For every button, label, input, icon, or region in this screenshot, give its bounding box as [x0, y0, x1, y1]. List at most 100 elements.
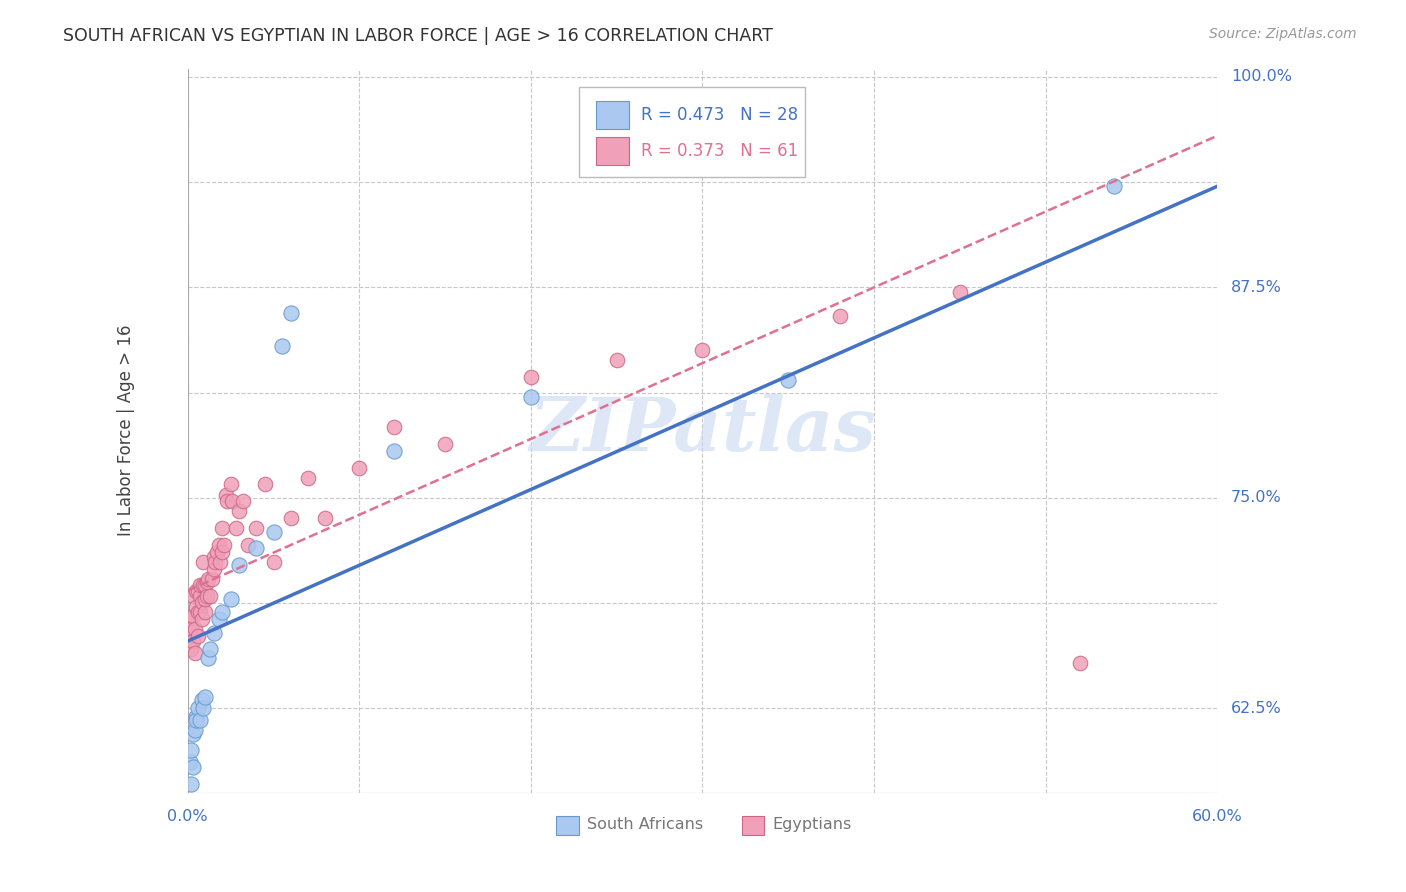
Point — [245, 541, 267, 556]
Point — [253, 477, 276, 491]
Text: ZIPatlas: ZIPatlas — [529, 394, 876, 467]
Point — [204, 555, 226, 569]
Text: South Africans: South Africans — [588, 817, 703, 832]
Point — [214, 487, 236, 501]
Text: In Labor Force | Age > 16: In Labor Force | Age > 16 — [117, 325, 135, 536]
Point — [193, 578, 215, 592]
Text: 60.0%: 60.0% — [1192, 809, 1243, 824]
Point — [382, 443, 405, 458]
Point — [179, 612, 201, 626]
Point — [195, 575, 218, 590]
Point — [194, 690, 217, 704]
Point — [606, 352, 628, 367]
Point — [434, 437, 457, 451]
Point — [186, 600, 208, 615]
Point — [187, 701, 209, 715]
Point — [180, 622, 202, 636]
Point — [236, 538, 259, 552]
Point — [208, 538, 231, 552]
Point — [193, 555, 215, 569]
Point — [202, 549, 225, 564]
Point — [186, 713, 208, 727]
Point — [190, 612, 212, 626]
Point — [1102, 179, 1125, 194]
Point — [187, 629, 209, 643]
Text: Egyptians: Egyptians — [772, 817, 852, 832]
Point — [179, 756, 201, 770]
Point — [190, 693, 212, 707]
Point — [263, 524, 285, 539]
FancyBboxPatch shape — [579, 87, 806, 178]
Point — [219, 477, 242, 491]
FancyBboxPatch shape — [596, 101, 630, 128]
Point — [187, 606, 209, 620]
Point — [195, 589, 218, 603]
Point — [208, 612, 231, 626]
Point — [194, 578, 217, 592]
Point — [211, 606, 233, 620]
Point — [198, 589, 221, 603]
Point — [187, 583, 209, 598]
Point — [183, 622, 205, 636]
Text: 75.0%: 75.0% — [1230, 491, 1281, 506]
FancyBboxPatch shape — [557, 815, 579, 835]
Point — [188, 589, 211, 603]
Text: 100.0%: 100.0% — [1230, 70, 1292, 85]
Text: R = 0.373   N = 61: R = 0.373 N = 61 — [641, 142, 799, 160]
Text: 62.5%: 62.5% — [1230, 701, 1281, 716]
Point — [181, 589, 204, 603]
Point — [778, 373, 800, 387]
Point — [186, 583, 208, 598]
Point — [194, 606, 217, 620]
Point — [692, 343, 714, 357]
Point — [193, 701, 215, 715]
Point — [297, 471, 319, 485]
Text: R = 0.473   N = 28: R = 0.473 N = 28 — [641, 106, 797, 124]
Point — [219, 591, 242, 606]
Point — [1069, 656, 1091, 670]
Point — [280, 306, 302, 320]
Point — [221, 494, 243, 508]
Point — [180, 642, 202, 657]
Point — [245, 521, 267, 535]
Point — [349, 460, 371, 475]
FancyBboxPatch shape — [596, 137, 630, 165]
Point — [180, 743, 202, 757]
Point — [209, 555, 232, 569]
Point — [520, 390, 543, 404]
Point — [183, 646, 205, 660]
Point — [228, 558, 250, 573]
Point — [194, 591, 217, 606]
Point — [212, 538, 235, 552]
Point — [520, 369, 543, 384]
Point — [205, 545, 228, 559]
Point — [949, 285, 972, 300]
Point — [190, 595, 212, 609]
Point — [202, 561, 225, 575]
Point — [217, 494, 239, 508]
Point — [183, 723, 205, 738]
Text: Source: ZipAtlas.com: Source: ZipAtlas.com — [1209, 27, 1357, 41]
Point — [211, 545, 233, 559]
Point — [197, 651, 219, 665]
Point — [188, 606, 211, 620]
Point — [181, 634, 204, 648]
Point — [263, 555, 285, 569]
Point — [228, 504, 250, 518]
FancyBboxPatch shape — [741, 815, 765, 835]
Point — [211, 521, 233, 535]
Point — [198, 642, 221, 657]
Point — [197, 572, 219, 586]
Point — [188, 713, 211, 727]
Point — [314, 511, 336, 525]
Point — [271, 339, 294, 353]
Text: SOUTH AFRICAN VS EGYPTIAN IN LABOR FORCE | AGE > 16 CORRELATION CHART: SOUTH AFRICAN VS EGYPTIAN IN LABOR FORCE… — [63, 27, 773, 45]
Point — [382, 420, 405, 434]
Point — [186, 710, 208, 724]
Point — [180, 777, 202, 791]
Point — [188, 578, 211, 592]
Point — [202, 625, 225, 640]
Point — [232, 494, 254, 508]
Text: 0.0%: 0.0% — [167, 809, 208, 824]
Point — [828, 309, 851, 323]
